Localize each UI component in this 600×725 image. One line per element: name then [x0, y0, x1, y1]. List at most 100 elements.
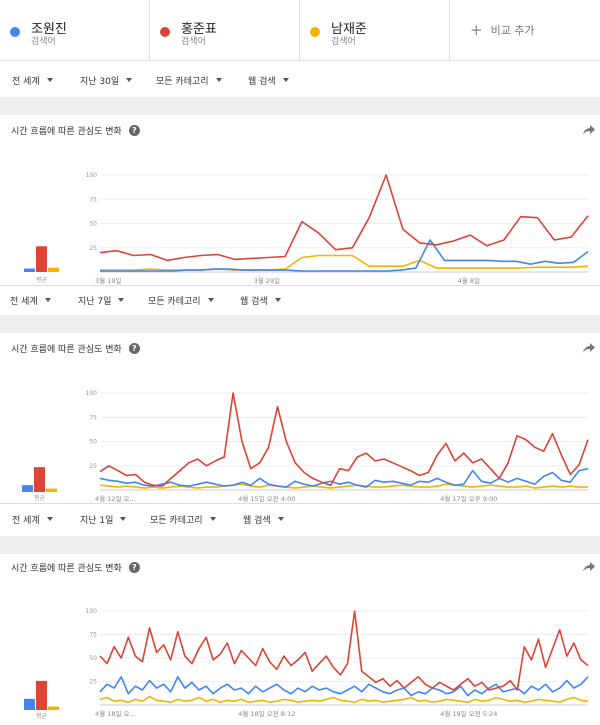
x-tick-label: 4월 19일 오전 5:24: [440, 709, 497, 718]
caret-down-icon: [118, 298, 125, 302]
x-tick-label: 4월 12일 오...: [95, 494, 136, 503]
y-tick-label: 50: [89, 221, 97, 228]
term-type: 검색어: [31, 37, 56, 47]
region-dropdown[interactable]: 전 세계: [10, 294, 51, 307]
share-icon[interactable]: [583, 343, 595, 353]
average-bars: [24, 680, 59, 710]
search-type-dropdown[interactable]: 웹 검색: [243, 513, 284, 526]
period-dropdown[interactable]: 지난 7일: [78, 294, 125, 307]
average-bars: [22, 467, 57, 492]
filter-bar: 전 세계 지난 30일 모든 카테고리 웹 검색: [0, 63, 600, 97]
average-label: 평균: [34, 495, 46, 502]
term-card-3[interactable]: 남재준 검색어: [300, 0, 450, 61]
term-color-dot: [310, 27, 320, 37]
share-icon[interactable]: [583, 562, 595, 572]
term-name: 조원진: [31, 22, 67, 37]
series-line-1: [100, 239, 589, 272]
y-tick-label: 25: [89, 463, 97, 470]
series-line-1: [99, 676, 589, 697]
caret-down-icon: [46, 517, 53, 521]
series-line-3: [99, 483, 588, 489]
section-gap: [0, 97, 600, 115]
series-line-3: [99, 695, 589, 703]
help-icon[interactable]: ?: [128, 343, 140, 354]
average-bar: [34, 467, 45, 492]
add-compare-label: 비교 추가: [490, 24, 535, 37]
series-line-2: [99, 174, 589, 262]
y-tick-label: 100: [86, 390, 98, 397]
term-name: 남재준: [331, 22, 367, 37]
y-tick-label: 75: [89, 632, 97, 639]
x-tick-label: 4월 18일 오...: [95, 709, 136, 718]
filter-bar: 전 세계 지난 1일 모든 카테고리 웹 검색: [0, 502, 600, 536]
plus-icon: +: [470, 20, 483, 39]
interest-over-time-chart[interactable]: 25 50 75 100 4월 12일 오... 4월 15일 오전 4:00 4월 17일…: [85, 388, 590, 503]
section-gap: [0, 315, 600, 333]
region-label: 전 세계: [10, 296, 38, 307]
y-tick-label: 75: [89, 414, 97, 421]
average-bars: [24, 246, 59, 272]
series-line-2: [99, 610, 589, 691]
average-bar: [48, 267, 59, 272]
section-title: 시간 흐름에 따른 관심도 변화 ?: [11, 342, 140, 355]
term-card-2[interactable]: 홍준표 검색어: [150, 0, 300, 61]
category-label: 모든 카테고리: [148, 296, 201, 307]
region-dropdown[interactable]: 전 세계: [12, 74, 53, 87]
period-dropdown[interactable]: 지난 1일: [80, 513, 127, 526]
x-tick-label: 3월 19일: [95, 276, 121, 285]
category-dropdown[interactable]: 모든 카테고리: [148, 294, 214, 307]
average-bar: [46, 488, 57, 492]
region-label: 전 세계: [12, 76, 40, 87]
term-name: 홍준표: [181, 22, 217, 37]
divider: [0, 285, 600, 286]
share-icon[interactable]: [583, 125, 595, 135]
average-bar: [24, 698, 35, 710]
series-line-3: [100, 254, 589, 271]
average-bar: [36, 246, 47, 272]
average-label: 평균: [36, 713, 48, 720]
help-icon[interactable]: ?: [128, 562, 140, 573]
series-line-1: [99, 467, 589, 488]
y-tick-label: 25: [89, 679, 97, 686]
search-type-label: 웹 검색: [240, 296, 268, 307]
interest-over-time-chart[interactable]: 25 50 75 100 3월 19일 3월 29일 4월 8일: [85, 170, 590, 285]
category-dropdown[interactable]: 모든 카테고리: [150, 513, 216, 526]
category-label: 모든 카테고리: [156, 76, 209, 87]
search-type-dropdown[interactable]: 웹 검색: [240, 294, 281, 307]
compare-terms-bar: 조원진 검색어 홍준표 검색어 남재준 검색어 + 비교 추가: [0, 0, 600, 61]
average-bar: [24, 268, 35, 272]
add-compare-button[interactable]: + 비교 추가: [470, 22, 535, 38]
search-type-label: 웹 검색: [243, 515, 271, 526]
caret-down-icon: [120, 517, 127, 521]
caret-down-icon: [209, 517, 216, 521]
y-tick-label: 50: [89, 655, 97, 662]
search-type-dropdown[interactable]: 웹 검색: [248, 74, 289, 87]
average-label: 평균: [36, 277, 48, 284]
region-label: 전 세계: [12, 515, 40, 526]
period-label: 지난 7일: [78, 296, 112, 307]
caret-down-icon: [277, 517, 284, 521]
average-bar: [22, 485, 33, 492]
category-label: 모든 카테고리: [150, 515, 203, 526]
term-type: 검색어: [181, 37, 206, 47]
y-tick-label: 100: [86, 172, 98, 179]
caret-down-icon: [207, 298, 214, 302]
period-dropdown[interactable]: 지난 30일: [80, 74, 133, 87]
caret-down-icon: [215, 78, 222, 82]
term-type: 검색어: [331, 37, 356, 47]
y-tick-label: 75: [89, 196, 97, 203]
caret-down-icon: [126, 78, 133, 82]
period-label: 지난 30일: [80, 76, 120, 87]
term-card-1[interactable]: 조원진 검색어: [0, 0, 150, 61]
interest-over-time-chart[interactable]: 25 50 75 100 4월 18일 오... 4월 18일 오전 8:12 4월 19일…: [85, 606, 590, 718]
region-dropdown[interactable]: 전 세계: [12, 513, 53, 526]
section-gap: [0, 536, 600, 554]
average-bar: [48, 706, 59, 710]
x-tick-label: 3월 29일: [254, 276, 280, 285]
series-line-2: [99, 392, 589, 487]
category-dropdown[interactable]: 모든 카테고리: [156, 74, 222, 87]
section-title-text: 시간 흐름에 따른 관심도 변화: [11, 564, 122, 574]
help-icon[interactable]: ?: [128, 125, 140, 136]
average-bar: [36, 680, 47, 710]
x-tick-label: 4월 15일 오전 4:00: [238, 494, 295, 503]
